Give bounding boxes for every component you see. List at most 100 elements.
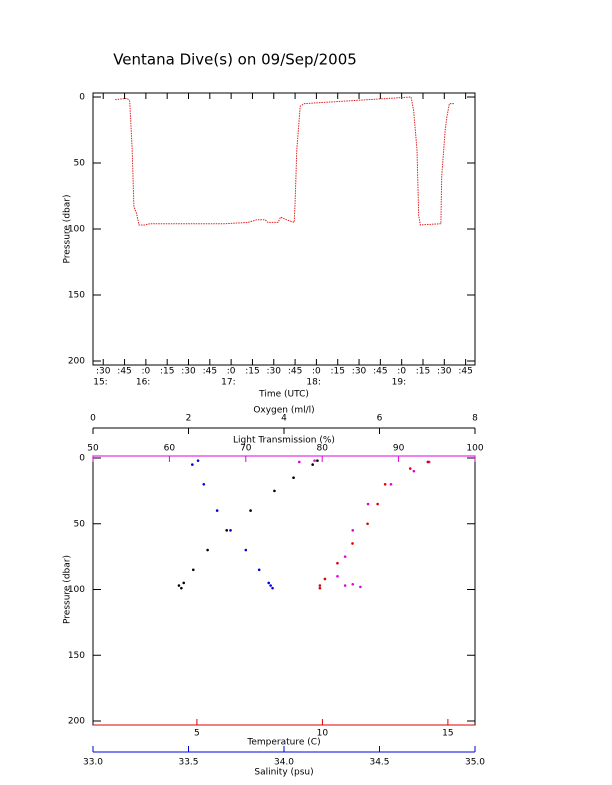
x-axis-label: Oxygen (ml/l) [253, 406, 314, 416]
y-tick-label: 50 [74, 159, 86, 169]
point [215, 509, 219, 512]
point [196, 459, 200, 462]
point [359, 585, 362, 589]
point [267, 581, 271, 585]
x-tick-label: :30 [267, 367, 282, 377]
x-tick-label: :30 [96, 367, 111, 377]
point [383, 483, 387, 486]
x-tick-label: :30 [437, 367, 452, 377]
dive-line [115, 96, 455, 226]
plot-frame [92, 92, 476, 366]
x-tick-label: :0 [397, 367, 406, 377]
x-hour-label: 17: [221, 378, 235, 388]
x-tick-label: :15 [160, 367, 174, 377]
x-tick-label: 33.0 [83, 758, 103, 768]
x-tick-label: 90 [393, 444, 405, 454]
x-tick-label: :15 [245, 367, 259, 377]
point [323, 577, 327, 581]
x-tick-label: :45 [288, 367, 302, 377]
y-axis-label: Pressure (dbar) [63, 555, 73, 624]
x-hour-label: 16: [136, 378, 150, 388]
point [182, 581, 186, 585]
point [191, 463, 194, 466]
x-hour-label: 19: [392, 378, 406, 388]
point [366, 522, 369, 526]
point [271, 586, 274, 590]
y-tick-label: 0 [79, 454, 85, 464]
x-tick-label: :0 [227, 367, 236, 377]
point [229, 529, 232, 532]
x-hour-label: 18: [306, 378, 320, 388]
x-axis-label: Temperature (C) [246, 738, 320, 748]
point [206, 548, 209, 552]
x-tick-label: 4 [281, 414, 287, 424]
x-tick-label: :30 [181, 367, 196, 377]
x-axis-label: Salinity (psu) [254, 768, 313, 778]
x-tick-label: 34.0 [274, 758, 294, 768]
point [318, 586, 322, 590]
x-tick-label: :0 [312, 367, 321, 377]
x-tick-label: 5 [194, 729, 200, 739]
point [257, 568, 261, 572]
point [408, 467, 412, 470]
point [311, 463, 314, 466]
x-tick-label: :45 [117, 367, 131, 377]
point [389, 483, 393, 486]
point [244, 548, 248, 552]
x-tick-label: :45 [203, 367, 217, 377]
x-axis-label: Time (UTC) [258, 390, 309, 400]
point [313, 459, 316, 462]
x-tick-label: 70 [240, 444, 252, 454]
x-tick-label: 6 [377, 414, 383, 424]
x-hour-label: 15: [93, 378, 107, 388]
x-tick-label: :45 [458, 367, 472, 377]
x-tick-label: 100 [466, 444, 483, 454]
y-tick-label: 200 [68, 717, 85, 727]
point [249, 509, 252, 512]
x-tick-label: 8 [472, 414, 478, 424]
point [297, 460, 301, 464]
point [351, 542, 354, 545]
y-axis-label: Pressure (dbar) [63, 195, 73, 264]
y-tick-label: 150 [68, 651, 85, 661]
y-tick-label: 0 [79, 93, 85, 103]
point [351, 529, 355, 532]
point [376, 502, 379, 506]
point [351, 582, 355, 586]
chart-title: Ventana Dive(s) on 09/Sep/2005 [113, 51, 357, 69]
x-tick-label: :15 [330, 367, 344, 377]
x-tick-label: 0 [90, 414, 96, 424]
y-tick-label: 50 [74, 519, 86, 529]
x-tick-label: 34.5 [369, 758, 389, 768]
x-tick-label: 15 [442, 729, 453, 739]
point [191, 568, 195, 572]
point [177, 584, 181, 587]
point [316, 459, 319, 462]
x-tick-label: 2 [186, 414, 192, 424]
point [426, 460, 430, 464]
point [292, 476, 295, 480]
x-tick-label: :30 [352, 367, 367, 377]
x-axis-label: Light Transmission (%) [233, 436, 335, 446]
point [269, 584, 272, 587]
x-tick-label: :15 [416, 367, 430, 377]
point [202, 483, 206, 486]
point [318, 584, 322, 587]
x-tick-label: :0 [141, 367, 150, 377]
point [225, 529, 228, 532]
point [366, 502, 370, 506]
point [343, 584, 347, 587]
point [336, 561, 339, 565]
point [273, 489, 276, 493]
point [412, 469, 416, 473]
x-tick-label: 80 [316, 444, 328, 454]
x-tick-label: 60 [164, 444, 176, 454]
y-tick-label: 150 [68, 291, 85, 301]
point [336, 575, 339, 578]
x-tick-label: 10 [317, 729, 329, 739]
x-tick-label: :45 [373, 367, 387, 377]
x-tick-label: 50 [87, 444, 99, 454]
x-tick-label: 35.0 [465, 758, 485, 768]
x-tick-label: 33.5 [178, 758, 198, 768]
